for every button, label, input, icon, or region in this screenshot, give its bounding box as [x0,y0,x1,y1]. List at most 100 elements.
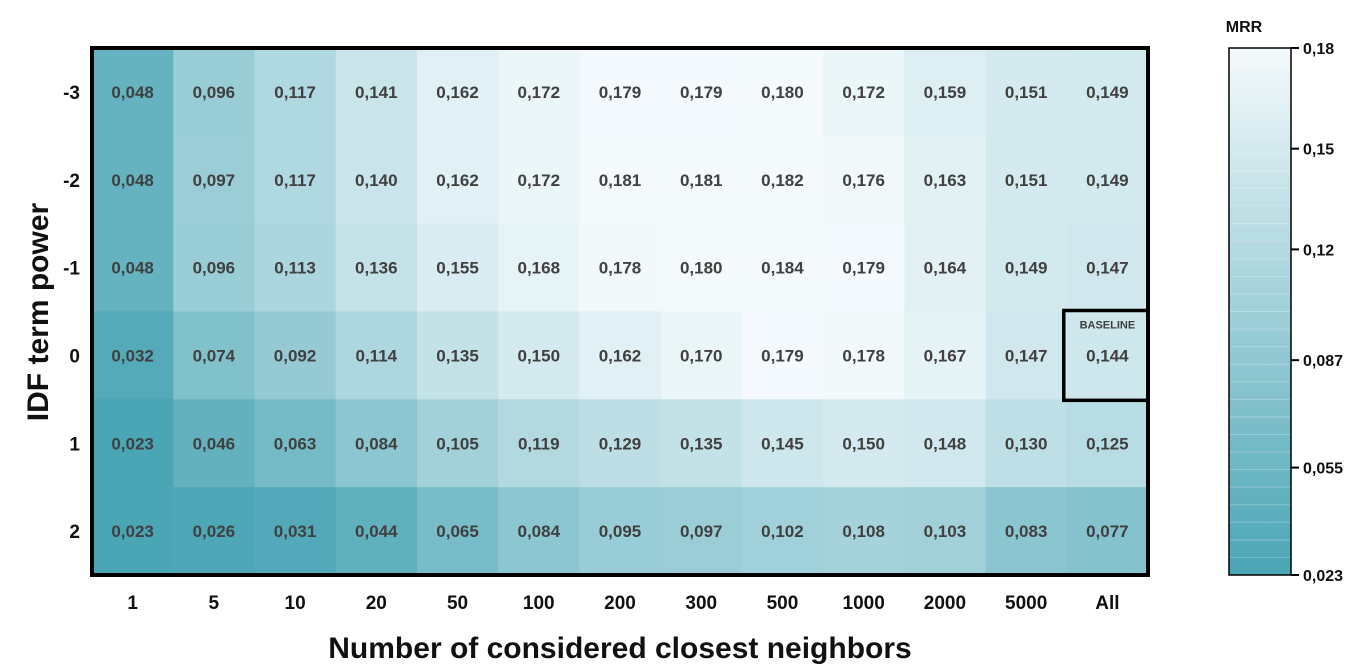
cell-value-label: 0,182 [761,171,804,190]
heatmap-cell [416,223,499,313]
x-axis-title: Number of considered closest neighbors [328,632,911,665]
cell-value-label: 0,125 [1086,434,1129,453]
heatmap-cell [579,48,662,137]
colorbar-title: MRR [1226,19,1263,36]
heatmap-cell [741,487,824,576]
cell-value-label: 0,092 [274,346,317,365]
cell-value-label: 0,130 [1005,434,1048,453]
heatmap-cell [335,399,418,488]
y-tick-label: 2 [69,522,80,543]
heatmap-cell [254,487,337,576]
heatmap-cell [823,487,905,576]
cell-value-label: 0,162 [599,346,642,365]
cell-value-label: 0,140 [355,171,398,190]
x-tick-label: 100 [523,593,555,614]
cell-value-label: 0,181 [599,171,642,190]
heatmap-cell [660,223,743,313]
cell-value-label: 0,163 [924,171,967,190]
heatmap-cell [904,487,987,576]
cell-value-label: 0,046 [193,434,236,453]
y-tick-label: 1 [69,434,80,455]
heatmap-cell [335,311,418,400]
heatmap-cell [823,399,905,488]
cell-value-label: 0,103 [924,522,967,541]
x-tick-label: 500 [767,593,799,614]
cell-value-label: 0,044 [355,522,398,541]
cell-value-label: 0,097 [193,171,236,190]
cell-value-label: 0,155 [436,259,479,278]
cell-value-label: 0,168 [517,259,560,278]
cell-value-label: 0,135 [680,434,723,453]
cell-value-label: 0,147 [1005,346,1048,365]
x-tick-label: 5000 [1005,593,1047,614]
cell-value-label: 0,141 [355,83,398,102]
cell-value-label: 0,117 [274,171,316,190]
cell-value-label: 0,164 [924,259,967,278]
cell-value-label: 0,135 [436,346,479,365]
cell-value-label: 0,179 [842,259,885,278]
colorbar-bar [1228,47,1292,576]
heatmap-cell [173,48,256,137]
heatmap-cell [1066,399,1149,488]
heatmap-cell [335,487,418,576]
cell-value-label: 0,178 [842,346,885,365]
heatmap-cell [904,223,987,313]
cell-value-label: 0,145 [761,434,804,453]
cell-value-label: 0,048 [111,171,154,190]
cell-value-label: 0,162 [436,83,479,102]
cell-value-label: 0,048 [111,83,154,102]
heatmap-cell [92,487,174,576]
cell-value-label: 0,144 [1086,346,1129,365]
cell-value-label: 0,097 [680,522,723,541]
heatmap-cell [498,48,580,137]
cell-value-label: 0,149 [1086,83,1129,102]
heatmap-cell [416,399,499,488]
heatmap-cell [1066,311,1149,400]
colorbar-tick-label: 0,18 [1303,41,1334,58]
heatmap-cell [254,223,337,313]
heatmap-cell [498,223,580,313]
heatmap-cell [660,135,743,225]
colorbar-tick-label: 0,087 [1303,353,1343,370]
cell-value-label: 0,178 [599,259,642,278]
cell-value-label: 0,176 [842,171,885,190]
heatmap-cell [904,311,987,400]
heatmap-cell [985,399,1068,488]
cell-value-label: 0,074 [193,346,236,365]
heatmap-cell-labels: 0,048 0,096 0,117 0,141 0,162 0,172 0,179 0,179… [111,83,1129,541]
cell-value-label: 0,179 [599,83,642,102]
cell-value-label: 0,129 [599,434,642,453]
x-tick-label: 200 [604,593,636,614]
heatmap-cell [92,399,174,488]
heatmap-cell [1066,48,1149,137]
heatmap-cell [173,399,256,488]
heatmap-cell [416,135,499,225]
heatmap-cell [985,48,1068,137]
cell-value-label: 0,180 [761,83,804,102]
heatmap-cell [823,223,905,313]
x-tick-label: 20 [366,593,387,614]
heatmap-cell [254,311,337,400]
cell-value-label: 0,096 [193,83,236,102]
heatmap-cell [335,135,418,225]
y-tick-label: -1 [63,259,80,280]
cell-value-label: 0,065 [436,522,479,541]
heatmap-cell [985,223,1068,313]
cell-value-label: 0,172 [517,83,560,102]
cell-value-label: 0,180 [680,259,723,278]
heatmap-cell [660,48,743,137]
y-axis-ticks: -3 -2 -1 0 1 2 [63,83,80,543]
y-tick-label: -3 [63,83,80,104]
cell-value-label: 0,136 [355,259,398,278]
cell-value-label: 0,179 [680,83,723,102]
cell-value-label: 0,113 [274,259,316,278]
cell-value-label: 0,162 [436,171,479,190]
cell-value-label: 0,149 [1005,259,1048,278]
cell-value-label: 0,150 [842,434,885,453]
baseline-label: BASELINE [1080,320,1136,332]
cell-value-label: 0,095 [599,522,642,541]
heatmap-cell [1066,135,1149,225]
x-axis-ticks: 1 5 10 20 50 100 200 300 500 1000 2000 5000 All [127,593,1119,614]
heatmap-cell [985,487,1068,576]
cell-value-label: 0,114 [356,346,398,365]
